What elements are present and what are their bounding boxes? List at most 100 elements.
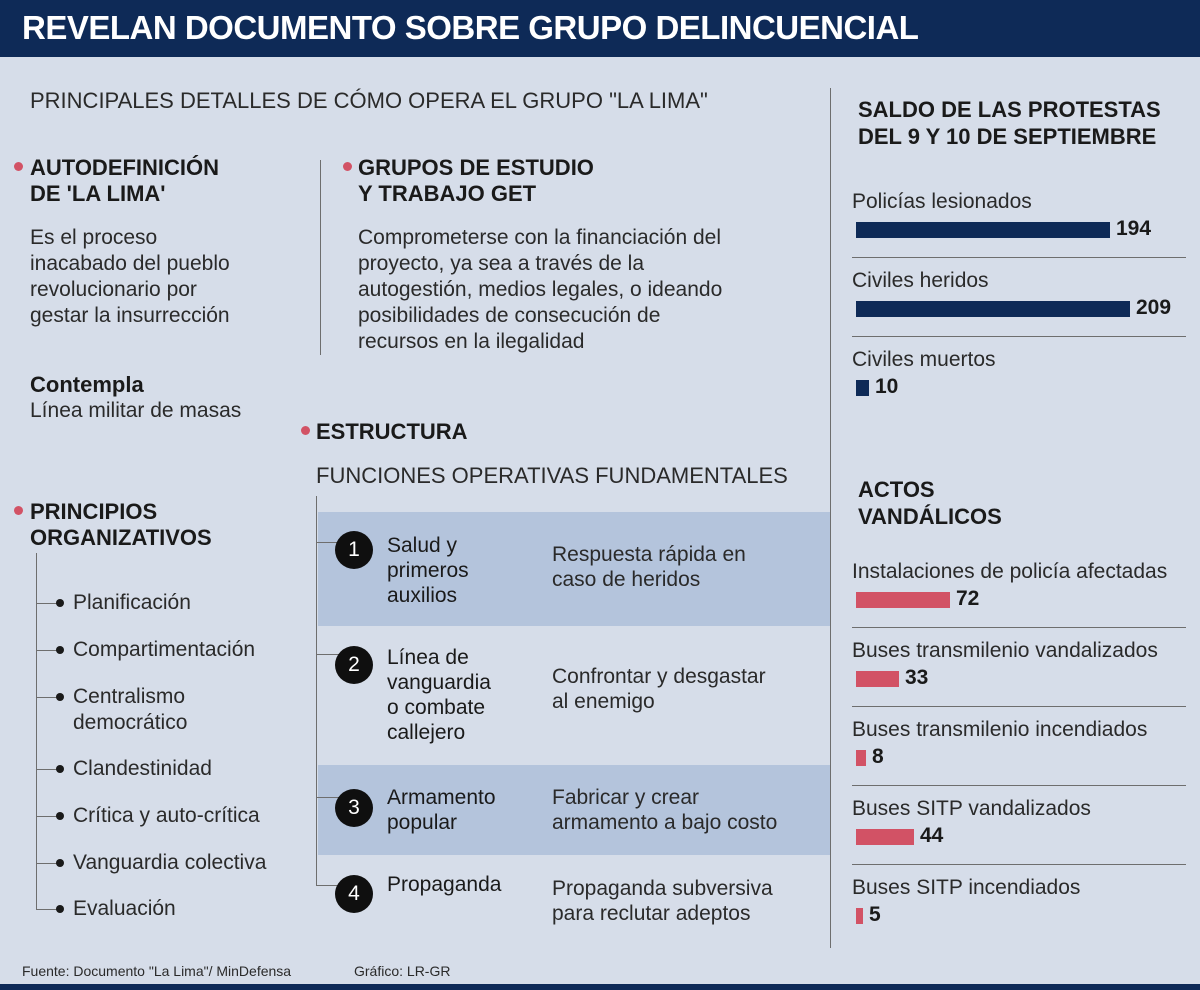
protestas-value-label: 209 — [1136, 296, 1172, 319]
function-description-line: Respuesta rápida en — [552, 543, 746, 566]
chart-title-line: ACTOS — [858, 477, 935, 502]
estructura-tree-line — [316, 496, 317, 886]
list-bullet — [56, 693, 64, 701]
function-name: Salud y primeros auxilios — [387, 533, 469, 608]
vandalicos-bar — [856, 592, 950, 608]
protestas-row-divider — [852, 336, 1186, 337]
page-title: REVELAN DOCUMENTO SOBRE GRUPO DELINCUENC… — [22, 9, 919, 46]
principio-item: Compartimentación — [73, 638, 256, 661]
function-name-line: Línea de — [387, 646, 469, 669]
vandalicos-chart-title: ACTOS VANDÁLICOS — [858, 476, 1002, 530]
list-bullet — [56, 905, 64, 913]
function-name-line: callejero — [387, 721, 466, 744]
principios-heading-line: ORGANIZATIVOS — [30, 525, 212, 550]
principio-item: Vanguardia colectiva — [73, 851, 267, 874]
grupos-estudio-heading-line: Y TRABAJO GET — [358, 181, 537, 206]
function-name-line: o combate — [387, 696, 486, 719]
source-note: Fuente: Documento "La Lima"/ MinDefensa — [22, 963, 292, 979]
vandalicos-bar — [856, 908, 863, 924]
principio-item-line: Centralismo — [73, 685, 186, 708]
function-name: Propaganda — [387, 872, 501, 897]
list-bullet — [56, 646, 64, 654]
chart-title-line: SALDO DE LAS PROTESTAS — [858, 97, 1161, 122]
vandalicos-bar — [856, 671, 899, 687]
function-description: Respuesta rápida en caso de heridos — [552, 542, 746, 592]
function-description: Propaganda subversiva para reclutar adep… — [552, 876, 773, 926]
tree-connector — [36, 603, 60, 604]
bottom-bar — [0, 984, 1200, 990]
section-bullet-dot — [14, 506, 23, 515]
vandalicos-bar — [856, 829, 914, 845]
principios-heading: PRINCIPIOS ORGANIZATIVOS — [30, 499, 212, 551]
autodefinicion-text: Es el proceso inacabado del pueblo revol… — [30, 225, 230, 329]
page-subtitle: PRINCIPALES DETALLES DE CÓMO OPERA EL GR… — [30, 88, 708, 113]
principio-item: Centralismo democrático — [73, 684, 187, 736]
function-description-line: Propaganda subversiva — [552, 877, 773, 900]
list-bullet — [56, 859, 64, 867]
protestas-bar — [856, 380, 869, 396]
tree-connector — [316, 654, 346, 655]
autodefinicion-heading-line: DE 'LA LIMA' — [30, 181, 166, 206]
function-row-band — [318, 765, 830, 855]
principio-item: Planificación — [73, 591, 191, 614]
function-row-band — [318, 512, 830, 626]
section-bullet-dot — [14, 162, 23, 171]
vandalicos-row-divider — [852, 706, 1186, 707]
function-number-badge: 3 — [335, 789, 373, 827]
vandalicos-value-label: 8 — [872, 745, 884, 768]
credit-note: Gráfico: LR-GR — [354, 963, 451, 979]
vandalicos-category-label: Instalaciones de policía afectadas — [852, 560, 1168, 583]
function-name-line: popular — [387, 811, 458, 834]
protestas-value-label: 194 — [1116, 217, 1152, 240]
function-description-line: Confrontar y desgastar — [552, 665, 766, 688]
function-name: Línea de vanguardia o combate callejero — [387, 645, 491, 745]
function-name-line: vanguardia — [387, 671, 491, 694]
text-line: posibilidades de consecución de — [358, 304, 661, 327]
grupos-estudio-heading-line: GRUPOS DE ESTUDIO — [358, 155, 594, 180]
list-bullet — [56, 812, 64, 820]
text-line: recursos en la ilegalidad — [358, 330, 585, 353]
function-number-badge: 1 — [335, 531, 373, 569]
function-description: Fabricar y crear armamento a bajo costo — [552, 785, 777, 835]
principios-tree-line — [36, 553, 37, 910]
text-line: inacabado del pueblo — [30, 252, 230, 275]
protestas-bar — [856, 301, 1130, 317]
protestas-value-label: 10 — [875, 375, 899, 398]
function-name-line: Propaganda — [387, 873, 502, 896]
function-description-line: Fabricar y crear — [552, 786, 700, 809]
protestas-row-divider — [852, 257, 1186, 258]
contempla-value: Línea militar de masas — [30, 399, 242, 422]
section-bullet-dot — [301, 426, 310, 435]
principio-item: Clandestinidad — [73, 757, 212, 780]
list-bullet — [56, 599, 64, 607]
protestas-bar — [856, 222, 1110, 238]
function-number-badge: 4 — [335, 875, 373, 913]
vandalicos-category-label: Buses transmilenio vandalizados — [852, 639, 1158, 662]
vandalicos-bar-chart: Instalaciones de policía afectadas 72 Buse… — [852, 560, 1200, 960]
function-name-line: Armamento — [387, 786, 496, 809]
tree-connector — [36, 909, 60, 910]
tree-connector — [36, 769, 60, 770]
protestas-category-label: Civiles muertos — [852, 348, 996, 371]
vandalicos-value-label: 44 — [920, 824, 944, 847]
text-line: Comprometerse con la financiación del — [358, 226, 722, 249]
function-description-line: caso de heridos — [552, 568, 701, 591]
function-name-line: Salud y — [387, 534, 458, 557]
protestas-chart-title: SALDO DE LAS PROTESTAS DEL 9 Y 10 DE SEP… — [858, 96, 1161, 150]
vandalicos-category-label: Buses SITP vandalizados — [852, 797, 1091, 820]
estructura-heading: ESTRUCTURA — [316, 419, 468, 444]
function-name-line: primeros — [387, 559, 469, 582]
tree-connector — [316, 885, 346, 886]
text-line: revolucionario por — [30, 278, 197, 301]
text-line: gestar la insurrección — [30, 304, 230, 327]
list-bullet — [56, 765, 64, 773]
vandalicos-category-label: Buses transmilenio incendiados — [852, 718, 1148, 741]
estructura-subheading: FUNCIONES OPERATIVAS FUNDAMENTALES — [316, 463, 788, 488]
vandalicos-row-divider — [852, 864, 1186, 865]
vandalicos-bar — [856, 750, 866, 766]
principio-item: Crítica y auto-crítica — [73, 804, 260, 827]
function-description-line: armamento a bajo costo — [552, 811, 778, 834]
vandalicos-value-label: 5 — [869, 903, 881, 926]
principio-item-line: democrático — [73, 711, 188, 734]
text-line: Es el proceso — [30, 226, 158, 249]
